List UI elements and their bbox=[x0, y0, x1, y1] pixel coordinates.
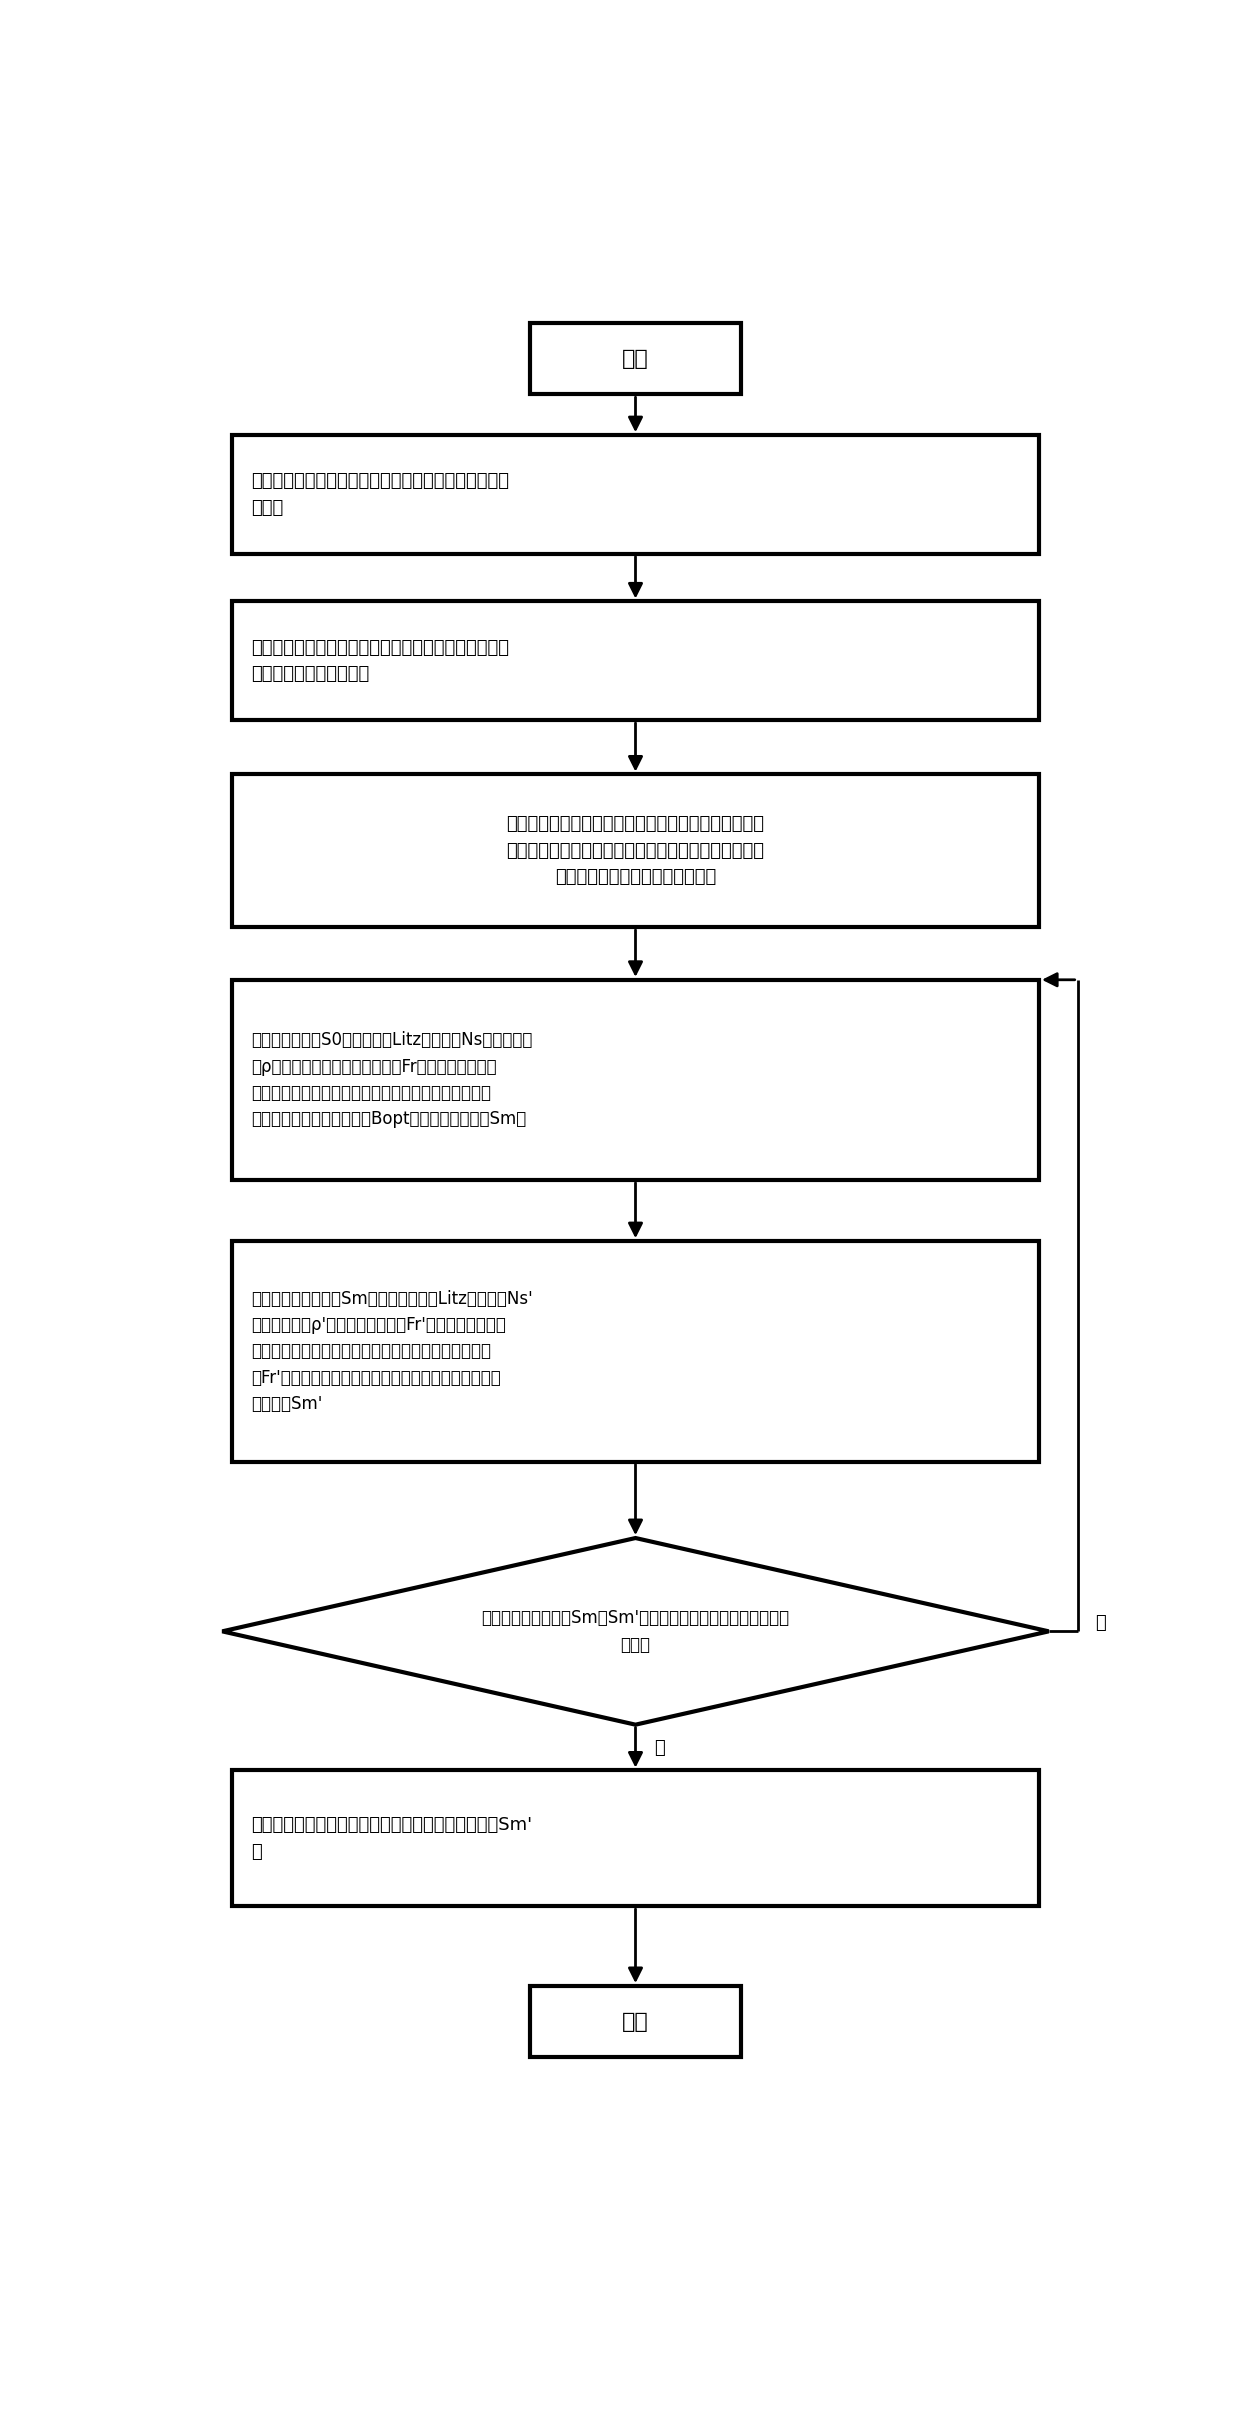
Polygon shape bbox=[222, 1539, 1049, 1726]
Bar bbox=[529, 1985, 742, 2058]
Bar bbox=[232, 979, 1039, 1180]
Text: 比较最大设计容量值Sm和Sm'之间的误差值，判断是否小于误差
设定值: 比较最大设计容量值Sm和Sm'之间的误差值，判断是否小于误差 设定值 bbox=[481, 1610, 790, 1653]
Text: 在特定磁芯结构和尺寸下，此时最大设计容量值就取Sm'
值: 在特定磁芯结构和尺寸下，此时最大设计容量值就取Sm' 值 bbox=[250, 1816, 532, 1862]
Text: 否: 否 bbox=[1095, 1614, 1106, 1631]
Text: 建立变压器设计容量和工作磁密、频率以及温升之间的
关系式；得到特定磁芯结构和磁芯尺寸下，最优工作磁
密计算式和最大设计容量的计算式: 建立变压器设计容量和工作磁密、频率以及温升之间的 关系式；得到特定磁芯结构和磁芯… bbox=[506, 814, 765, 887]
Text: 确定变压器磁芯材料、磁芯结构和尺寸，建立磁芯损耗
计算式: 确定变压器磁芯材料、磁芯结构和尺寸，建立磁芯损耗 计算式 bbox=[250, 473, 510, 516]
Bar bbox=[529, 322, 742, 395]
Bar bbox=[232, 601, 1039, 720]
Text: 结束: 结束 bbox=[622, 2012, 649, 2031]
Bar bbox=[232, 1770, 1039, 1905]
Text: 根据最大设计容量值Sm，重新确定多股Litz线的股数Ns'
，绕组电阻率ρ'，和交流绕组系数Fr'；再将磁芯损耗系
数、磁芯尺寸、温升限制值、工作频率值和交流绕: 根据最大设计容量值Sm，重新确定多股Litz线的股数Ns' ，绕组电阻率ρ'，和… bbox=[250, 1290, 533, 1413]
Bar bbox=[232, 1241, 1039, 1462]
Text: 是: 是 bbox=[655, 1738, 665, 1757]
Text: 初选设计容量值S0，确定多股Litz线的股数Ns，绕组电阻
率ρ，同时，计算交流绕组系数值Fr；根据磁芯损耗系
数、磁芯尺寸、温升限制值、工作频率值和交流绕组系: 初选设计容量值S0，确定多股Litz线的股数Ns，绕组电阻 率ρ，同时，计算交流… bbox=[250, 1030, 532, 1130]
Text: 根据磁芯面积积公式和绕组损耗计算式，建立绕组损耗
和设计容量之间的关系式: 根据磁芯面积积公式和绕组损耗计算式，建立绕组损耗 和设计容量之间的关系式 bbox=[250, 638, 510, 684]
Bar bbox=[232, 776, 1039, 928]
Text: 开始: 开始 bbox=[622, 349, 649, 368]
Bar bbox=[232, 436, 1039, 555]
